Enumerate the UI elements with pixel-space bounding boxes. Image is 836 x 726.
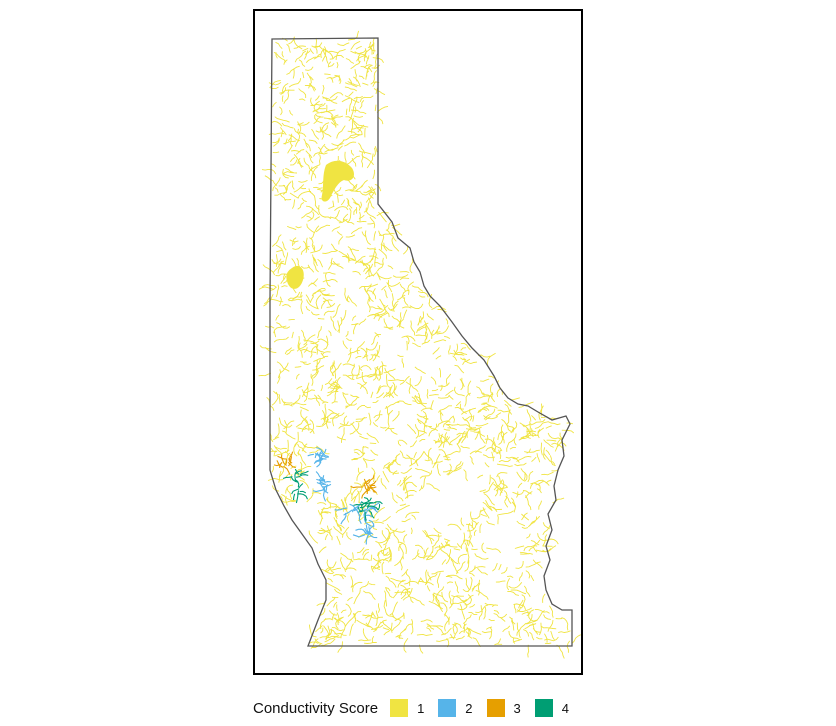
legend-item-3: 3 <box>486 699 521 717</box>
legend-item-2: 2 <box>438 699 473 717</box>
stream-lines-score-2 <box>307 447 380 545</box>
legend-label-4: 4 <box>561 700 569 716</box>
map-frame <box>253 9 583 675</box>
legend-item-4: 4 <box>534 699 569 717</box>
legend-label-2: 2 <box>465 700 473 716</box>
legend: Conductivity Score 1 2 3 4 <box>253 697 583 719</box>
legend-title: Conductivity Score <box>253 699 379 717</box>
stream-lines-score-3 <box>273 451 377 499</box>
stream-lines-score-1 <box>258 30 581 659</box>
streams-score-1 <box>258 30 581 659</box>
streams-score-4 <box>282 468 383 522</box>
legend-swatch-1 <box>390 699 409 717</box>
lake-shape-small <box>286 265 304 289</box>
legend-label-1: 1 <box>417 700 425 716</box>
state-outline <box>269 37 573 647</box>
stream-lines-score-4 <box>282 468 383 522</box>
legend-swatch-4 <box>534 699 553 717</box>
stream-map <box>258 30 581 659</box>
lakes <box>286 160 355 289</box>
lake-shape <box>321 160 355 202</box>
streams-score-2 <box>307 447 380 545</box>
legend-label-3: 3 <box>513 700 521 716</box>
streams-score-3 <box>273 451 377 499</box>
legend-swatch-2 <box>438 699 457 717</box>
legend-item-1: 1 <box>390 699 424 717</box>
legend-swatch-3 <box>486 699 505 717</box>
